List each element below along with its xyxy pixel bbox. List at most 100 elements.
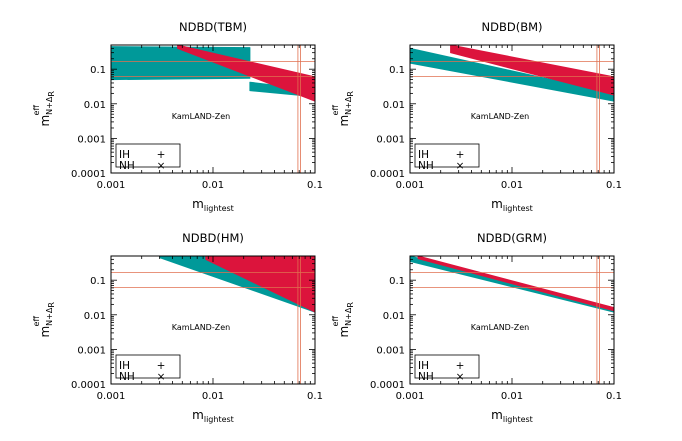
legend-label-nh: NH: [418, 371, 434, 383]
kamland-zen-label: KamLAND-Zen: [172, 112, 230, 121]
series-nh-band-1: [177, 45, 315, 102]
legend-label-nh: NH: [418, 160, 434, 172]
y-axis-label-sub: N+Δ: [344, 307, 353, 326]
x-tick-label: 0.001: [396, 391, 425, 402]
y-axis-label-sup: eff: [331, 105, 340, 116]
y-tick-label: 0.1: [90, 65, 106, 76]
legend-label-nh: NH: [119, 160, 135, 172]
chart-title: NDBD(TBM): [179, 20, 247, 34]
y-axis-label-subsub: R: [47, 302, 56, 308]
chart-panel-3: 0.001 0.01 0.10.10.010.0010.0001NDBD(HM)ml…: [32, 231, 323, 424]
x-tick-label: 0.01: [501, 180, 523, 191]
x-axis-label-sub: lightest: [204, 204, 234, 213]
x-tick-label: 0.001: [97, 180, 126, 191]
legend: IH + NH ×: [115, 354, 181, 383]
x-tick-label: 0.1: [307, 391, 323, 402]
legend-marker-nh: ×: [456, 371, 465, 383]
y-tick-label: 0.1: [389, 65, 405, 76]
y-axis-label: mN+ΔReff: [331, 91, 355, 127]
legend-marker-ih: +: [456, 360, 465, 372]
legend-marker-nh: ×: [157, 371, 166, 383]
x-axis-label-main: m: [491, 197, 503, 211]
legend-label-ih: IH: [119, 149, 130, 161]
y-axis-label: mN+ΔReff: [331, 302, 355, 338]
y-axis-label-main: m: [38, 115, 52, 127]
x-axis-label-main: m: [192, 408, 204, 422]
x-axis-label-main: m: [491, 408, 503, 422]
data-layer: [410, 256, 614, 313]
chart-panel-4: 0.001 0.01 0.10.10.010.0010.0001NDBD(GRM)m…: [331, 231, 622, 424]
chart-panel-2: 0.001 0.01 0.10.10.010.0010.0001NDBD(BM)ml…: [331, 20, 622, 213]
legend-marker-ih: +: [456, 149, 465, 161]
y-tick-label: 0.1: [90, 276, 106, 287]
legend-box: [414, 143, 480, 168]
legend-label-ih: IH: [418, 149, 429, 161]
y-tick-label: 0.01: [84, 311, 106, 322]
y-axis-label-sub: N+Δ: [45, 96, 54, 115]
x-axis-label: mlightest: [192, 408, 234, 424]
y-axis-label-subsub: R: [346, 302, 355, 308]
x-tick-label: 0.01: [202, 391, 224, 402]
series-nh-band-1: [450, 45, 614, 96]
x-axis-label-sub: lightest: [204, 415, 234, 424]
x-axis-label-sub: lightest: [503, 204, 533, 213]
y-tick-label: 0.0001: [71, 380, 106, 391]
y-axis-label-sup: eff: [32, 105, 41, 116]
y-axis-label-sub: N+Δ: [344, 96, 353, 115]
y-axis-label-sup: eff: [331, 316, 340, 327]
y-axis-label: mN+ΔReff: [32, 302, 56, 338]
kamland-zen-label: KamLAND-Zen: [172, 323, 230, 332]
legend-box: [115, 354, 181, 379]
y-axis-label-sub: N+Δ: [45, 307, 54, 326]
y-tick-label: 0.001: [77, 345, 106, 356]
legend-marker-ih: +: [157, 149, 166, 161]
y-tick-label: 0.1: [389, 276, 405, 287]
chart-title: NDBD(GRM): [477, 231, 547, 245]
legend-marker-nh: ×: [456, 160, 465, 172]
legend-label-ih: IH: [119, 360, 130, 372]
y-tick-label: 0.01: [84, 100, 106, 111]
chart-panel-1: 0.001 0.01 0.10.10.010.0010.0001NDBD(TBM)m…: [32, 20, 323, 213]
y-tick-label: 0.001: [77, 134, 106, 145]
y-axis-label: mN+ΔReff: [32, 91, 56, 127]
x-tick-label: 0.001: [97, 391, 126, 402]
x-tick-label: 0.01: [501, 391, 523, 402]
data-layer: [410, 45, 614, 102]
series-nh-band-1: [417, 256, 614, 312]
legend-label-nh: NH: [119, 371, 135, 383]
series-nh-band-1: [205, 256, 315, 313]
kamland-zen-label: KamLAND-Zen: [471, 112, 529, 121]
y-axis-label-main: m: [38, 326, 52, 338]
legend-label-ih: IH: [418, 360, 429, 372]
x-tick-label: 0.01: [202, 180, 224, 191]
data-layer: [159, 256, 315, 313]
x-tick-label: 0.1: [606, 391, 622, 402]
x-tick-label: 0.001: [396, 180, 425, 191]
y-axis-label-sup: eff: [32, 316, 41, 327]
y-axis-label-main: m: [337, 115, 351, 127]
legend-box: [115, 143, 181, 168]
y-tick-label: 0.01: [383, 311, 405, 322]
kamland-zen-label: KamLAND-Zen: [471, 323, 529, 332]
chart-title: NDBD(BM): [482, 20, 543, 34]
y-tick-label: 0.0001: [370, 380, 405, 391]
data-layer: [111, 45, 315, 102]
y-axis-label-subsub: R: [346, 91, 355, 97]
legend: IH + NH ×: [414, 143, 480, 172]
x-axis-label-main: m: [192, 197, 204, 211]
y-tick-label: 0.001: [376, 134, 405, 145]
x-axis-label: mlightest: [491, 197, 533, 213]
chart-title: NDBD(HM): [182, 231, 244, 245]
y-tick-label: 0.0001: [71, 169, 106, 180]
y-axis-label-main: m: [337, 326, 351, 338]
x-tick-label: 0.1: [606, 180, 622, 191]
y-axis-label-subsub: R: [47, 91, 56, 97]
x-axis-label: mlightest: [491, 408, 533, 424]
x-axis-label: mlightest: [192, 197, 234, 213]
legend-marker-ih: +: [157, 360, 166, 372]
y-tick-label: 0.01: [383, 100, 405, 111]
y-tick-label: 0.001: [376, 345, 405, 356]
legend: IH + NH ×: [414, 354, 480, 383]
y-tick-label: 0.0001: [370, 169, 405, 180]
